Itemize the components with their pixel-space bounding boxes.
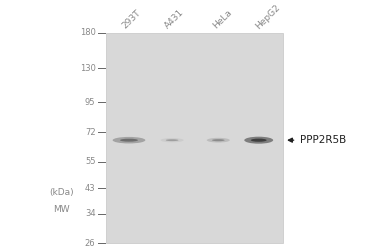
Ellipse shape [212,139,225,141]
Text: 293T: 293T [121,8,143,30]
Ellipse shape [166,139,178,141]
Text: HeLa: HeLa [211,8,234,30]
Ellipse shape [244,137,273,144]
Text: 72: 72 [85,128,95,137]
Text: 43: 43 [85,184,95,193]
Text: 34: 34 [85,209,95,218]
Text: 130: 130 [80,64,95,73]
Text: 95: 95 [85,98,95,107]
Text: 180: 180 [80,28,95,37]
Text: 55: 55 [85,157,95,166]
Bar [106,33,283,243]
Ellipse shape [251,138,267,142]
Ellipse shape [120,139,138,142]
Ellipse shape [161,138,184,142]
Text: PPP2R5B: PPP2R5B [300,135,346,145]
Text: MW: MW [53,205,70,214]
Text: 26: 26 [85,238,95,248]
Ellipse shape [112,137,146,143]
Text: (kDa): (kDa) [49,188,74,197]
Ellipse shape [207,138,230,142]
Text: A431: A431 [163,8,186,30]
Text: HepG2: HepG2 [253,2,281,30]
